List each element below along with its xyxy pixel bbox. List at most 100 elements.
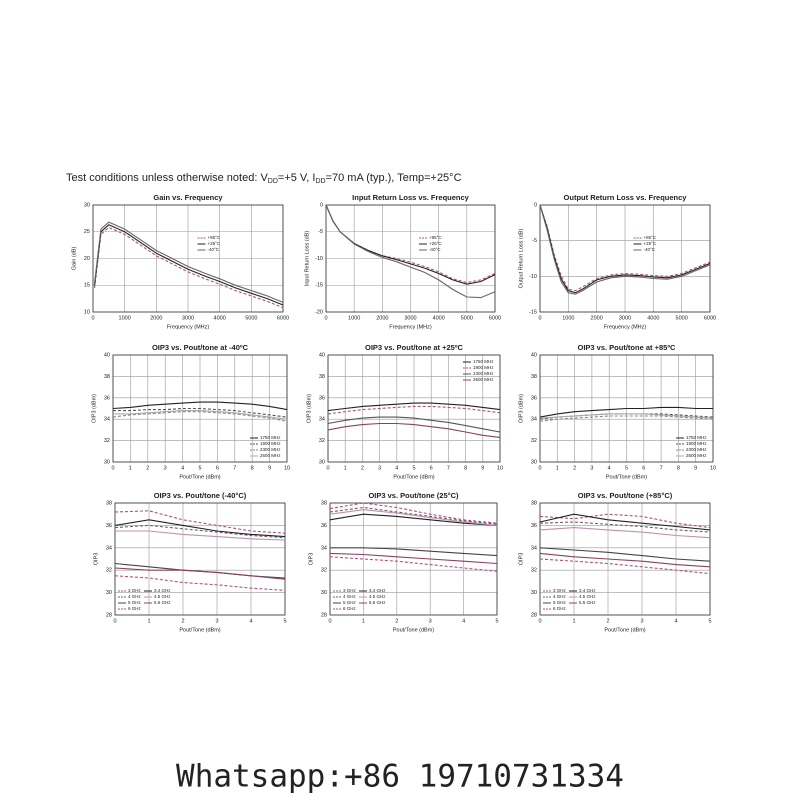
y-tick-label: 34 xyxy=(104,417,110,423)
series-line xyxy=(539,558,711,575)
x-tick-label: 1 xyxy=(362,618,365,624)
series-line xyxy=(539,527,711,539)
y-tick-label: 30 xyxy=(531,459,537,465)
x-axis-label: Frequency (MHz) xyxy=(604,324,647,330)
x-axis-label: Pout/Tone (dBm) xyxy=(393,627,434,633)
x-tick-label: 4 xyxy=(395,465,398,471)
x-axis-label: Pout/Tone (dBm) xyxy=(179,627,220,633)
x-tick-label: 2 xyxy=(181,618,184,624)
legend-label: 6 GHz xyxy=(128,606,142,611)
x-tick-label: 2 xyxy=(606,618,609,624)
legend-label: 2300 MHz xyxy=(686,447,707,452)
y-tick-label: 30 xyxy=(531,590,537,596)
y-tick-label: 15 xyxy=(84,283,90,289)
legend-label: 4 GHz xyxy=(553,594,567,599)
series-line xyxy=(539,406,713,418)
legend-label: -40°C xyxy=(208,247,220,252)
x-tick-label: 0 xyxy=(326,465,329,471)
y-tick-label: 36 xyxy=(531,523,537,529)
series-line xyxy=(114,524,286,539)
legend-label: +25°C xyxy=(644,241,657,246)
legend-label: 1750 MHz xyxy=(260,435,281,440)
chart-title: Output Return Loss vs. Frequency xyxy=(564,193,688,202)
series-line xyxy=(113,410,288,420)
x-tick-label: 4 xyxy=(674,618,677,624)
x-tick-label: 4 xyxy=(181,465,184,471)
x-tick-label: 6 xyxy=(216,465,219,471)
y-axis-label: Input Return Loss (dB) xyxy=(304,231,310,287)
series-line xyxy=(539,552,711,568)
x-tick-label: 3 xyxy=(640,618,643,624)
x-tick-label: 9 xyxy=(694,465,697,471)
legend-label: 3.4 GHz xyxy=(369,588,386,593)
x-tick-label: 7 xyxy=(447,465,450,471)
y-tick-label: 36 xyxy=(104,395,110,401)
x-axis-label: Pout/Tone (dBm) xyxy=(606,474,647,480)
y-tick-label: 10 xyxy=(84,309,90,315)
y-tick-label: 25 xyxy=(84,229,90,235)
series-line xyxy=(539,415,714,422)
legend-label: 1750 MHz xyxy=(686,435,707,440)
y-tick-label: 34 xyxy=(319,417,325,423)
legend-label: 2600 MHz xyxy=(260,453,281,458)
y-tick-label: 36 xyxy=(319,395,325,401)
x-tick-label: 1 xyxy=(344,465,347,471)
x-tick-label: 1 xyxy=(556,465,559,471)
y-tick-label: 30 xyxy=(106,590,112,596)
legend-label: +25°C xyxy=(208,241,221,246)
y-tick-label: 36 xyxy=(106,523,112,529)
legend-label: 2300 MHz xyxy=(260,447,281,452)
legend-label: 5.5 GHz xyxy=(154,600,171,605)
legend-label: 6 GHz xyxy=(553,606,567,611)
x-tick-label: 5 xyxy=(412,465,415,471)
x-tick-label: 5 xyxy=(198,465,201,471)
y-tick-label: 40 xyxy=(104,352,110,358)
y-tick-label: 36 xyxy=(321,523,327,529)
series-line xyxy=(327,416,501,433)
y-tick-label: 30 xyxy=(104,459,110,465)
y-tick-label: 34 xyxy=(531,545,537,551)
x-tick-label: 6 xyxy=(430,465,433,471)
y-tick-label: -20 xyxy=(315,309,323,315)
series-line xyxy=(327,405,501,415)
x-tick-label: 9 xyxy=(268,465,271,471)
x-tick-label: 0 xyxy=(328,618,331,624)
legend-label: 2300 MHz xyxy=(473,371,494,376)
y-tick-label: 34 xyxy=(531,417,537,423)
y-tick-label: 32 xyxy=(319,438,325,444)
y-tick-label: 38 xyxy=(104,374,110,380)
series-line xyxy=(329,552,498,565)
y-tick-label: 34 xyxy=(106,545,112,551)
legend-label: 5 GHz xyxy=(343,600,357,605)
series-line xyxy=(94,226,284,309)
x-tick-label: 6000 xyxy=(704,315,716,321)
y-axis-label: OIP3 (dBm) xyxy=(306,394,312,423)
x-tick-label: 1 xyxy=(572,618,575,624)
series-line xyxy=(114,510,286,534)
legend-label: 3.4 GHz xyxy=(154,588,171,593)
y-tick-label: 36 xyxy=(531,395,537,401)
x-tick-label: 6 xyxy=(642,465,645,471)
legend-label: 1900 MHz xyxy=(686,441,707,446)
x-tick-label: 7 xyxy=(660,465,663,471)
y-tick-label: 40 xyxy=(531,352,537,358)
x-tick-label: 0 xyxy=(538,465,541,471)
x-tick-label: 3 xyxy=(378,465,381,471)
x-tick-label: 10 xyxy=(497,465,503,471)
chart-title: OIP3 vs. Pout/tone (25°C) xyxy=(368,491,459,500)
y-axis-label: OIP3 xyxy=(308,553,314,566)
series-line xyxy=(325,204,496,284)
x-axis-label: Frequency (MHz) xyxy=(389,324,432,330)
x-tick-label: 4 xyxy=(249,618,252,624)
x-tick-label: 2000 xyxy=(376,315,388,321)
x-axis-label: Pout/Tone (dBm) xyxy=(393,474,434,480)
legend-label: -40°C xyxy=(429,247,441,252)
series-line xyxy=(539,513,711,531)
watermark: Whatsapp:+86 19710731334 xyxy=(176,759,624,795)
x-tick-label: 8 xyxy=(251,465,254,471)
y-tick-label: 28 xyxy=(531,612,537,618)
chart-title: Gain vs. Frequency xyxy=(153,193,223,202)
y-tick-label: 38 xyxy=(319,374,325,380)
